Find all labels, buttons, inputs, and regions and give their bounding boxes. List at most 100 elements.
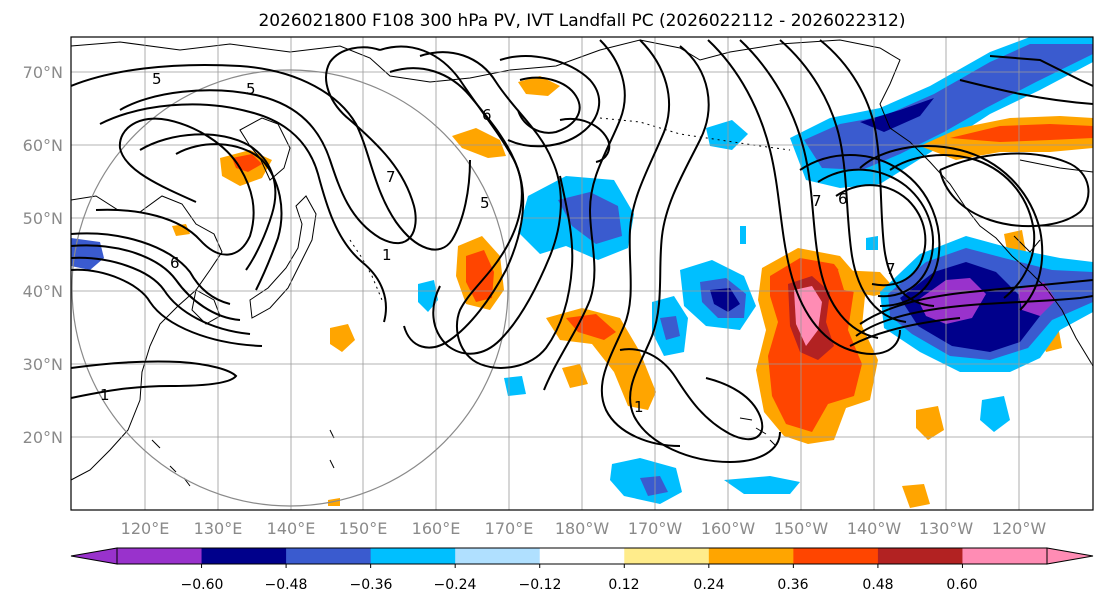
latitude-labels: 70°N 60°N 50°N 40°N 30°N 20°N: [23, 63, 63, 447]
japan-coastline: [249, 195, 317, 319]
pv-contour: [419, 51, 562, 355]
shading-blob: [950, 124, 1093, 142]
shading-blob: [866, 236, 878, 250]
pv-contour: [175, 143, 283, 291]
pv-contour: [619, 348, 764, 441]
shading-blob: [724, 476, 800, 494]
korea-coastline: [191, 289, 221, 325]
colorbar-tick-label: −0.24: [434, 577, 477, 593]
kamchatka-sakhalin-coastline: [239, 117, 291, 181]
shading-blob: [466, 250, 494, 302]
lat-label: 40°N: [23, 282, 63, 301]
contour-label: 7: [812, 192, 822, 210]
contour-label: 6: [170, 254, 180, 272]
pv-contour: [959, 79, 1093, 105]
pv-contour: [71, 360, 238, 399]
pv-contour: [389, 67, 525, 349]
pv-contour: [119, 46, 417, 245]
contour-labels: 5 5 6 5 7 6 1 1 7 6 1 7: [100, 70, 896, 416]
shading-blob: [452, 128, 506, 158]
reference-circle: [71, 69, 509, 507]
colorbar-segment: [877, 548, 963, 564]
colorbar-ticks: [201, 564, 963, 568]
pv-contour: [739, 39, 879, 339]
small-islands: [151, 429, 335, 487]
pv-contour: [799, 154, 941, 307]
colorbar-extend-fill: [71, 548, 117, 564]
colorbar-segment: [286, 548, 372, 564]
lat-label: 50°N: [23, 209, 63, 228]
pv-contour: [99, 103, 387, 323]
pv-contours: [71, 39, 1093, 464]
colorbar-segments: [71, 548, 1093, 564]
lon-label: 170°E: [485, 519, 534, 538]
pv-contour: [139, 133, 277, 271]
pv-contour: [499, 55, 600, 148]
colorbar-tick-labels: −0.60 −0.48 −0.36 −0.24 −0.12 0.12 0.24 …: [181, 577, 978, 593]
coastlines: [71, 39, 1093, 487]
lon-label: 160°W: [701, 519, 756, 538]
lon-label: 170°W: [628, 519, 683, 538]
map-frame: [70, 36, 1094, 511]
lon-label: 120°W: [992, 519, 1047, 538]
pv-contour: [817, 168, 934, 298]
contour-label: 1: [100, 386, 110, 404]
lon-label: 120°E: [121, 519, 170, 538]
pv-contour: [517, 76, 581, 134]
lon-label: 150°E: [339, 519, 388, 538]
contour-label: 1: [382, 246, 392, 264]
pv-contour: [559, 118, 611, 163]
colorbar-tick-label: −0.60: [181, 577, 224, 593]
pv-contour: [939, 152, 1090, 228]
shading-blob: [902, 484, 930, 508]
contour-label: 5: [152, 70, 162, 88]
pv-contour: [835, 184, 927, 287]
colorbar-segment: [455, 548, 541, 564]
colorbar-tick-label: 0.60: [946, 577, 977, 593]
pv-contour: [859, 145, 1044, 311]
shading-blob: [706, 120, 748, 150]
pv-contour: [855, 295, 1093, 337]
colorbar-tick-label: −0.12: [519, 577, 562, 593]
shading-blob: [562, 364, 588, 388]
colorbar-tick-label: 0.36: [777, 577, 808, 593]
shading-blob: [860, 98, 934, 132]
lat-label: 70°N: [23, 63, 63, 82]
pv-contour: [629, 45, 781, 464]
contour-label: 6: [838, 190, 848, 208]
contour-label: 7: [386, 168, 396, 186]
shading-blob: [980, 396, 1010, 432]
pv-contour: [543, 39, 626, 391]
pv-contour: [71, 232, 231, 305]
map-panel: 5 5 6 5 7 6 1 1 7 6 1 7 70°N 60°N 50°N 4…: [23, 36, 1094, 538]
shading-blob: [660, 316, 680, 340]
colorbar-segment: [201, 548, 287, 564]
shading-blob: [838, 270, 896, 296]
border-line: [1019, 159, 1093, 173]
lat-label: 60°N: [23, 136, 63, 155]
shading-blob: [640, 476, 668, 496]
lon-label: 130°E: [194, 519, 243, 538]
colorbar-tick-label: −0.48: [265, 577, 308, 593]
colorbar-segment: [370, 548, 456, 564]
colorbar-segment: [962, 548, 1048, 564]
shading-blob: [518, 76, 560, 96]
shading-blob: [504, 376, 526, 396]
north-coastline: [71, 39, 1093, 367]
shading-blob: [330, 324, 355, 352]
pv-contour: [71, 256, 251, 335]
colorbar-frame: [116, 547, 1048, 565]
shading-blob: [1018, 282, 1056, 316]
shading-blob: [918, 278, 986, 324]
pv-contour: [71, 268, 263, 347]
lon-label: 160°E: [412, 519, 461, 538]
lat-label: 20°N: [23, 428, 63, 447]
asia-coastline: [71, 195, 223, 481]
colorbar-tick-label: −0.36: [350, 577, 393, 593]
contour-label: 5: [246, 80, 256, 98]
pv-contour: [71, 64, 471, 251]
map-title: 2026021800 F108 300 hPa PV, IVT Landfall…: [258, 11, 905, 31]
colorbar-tick-label: 0.48: [862, 577, 893, 593]
shading-blob: [916, 406, 944, 440]
colorbar-segment: [624, 548, 710, 564]
